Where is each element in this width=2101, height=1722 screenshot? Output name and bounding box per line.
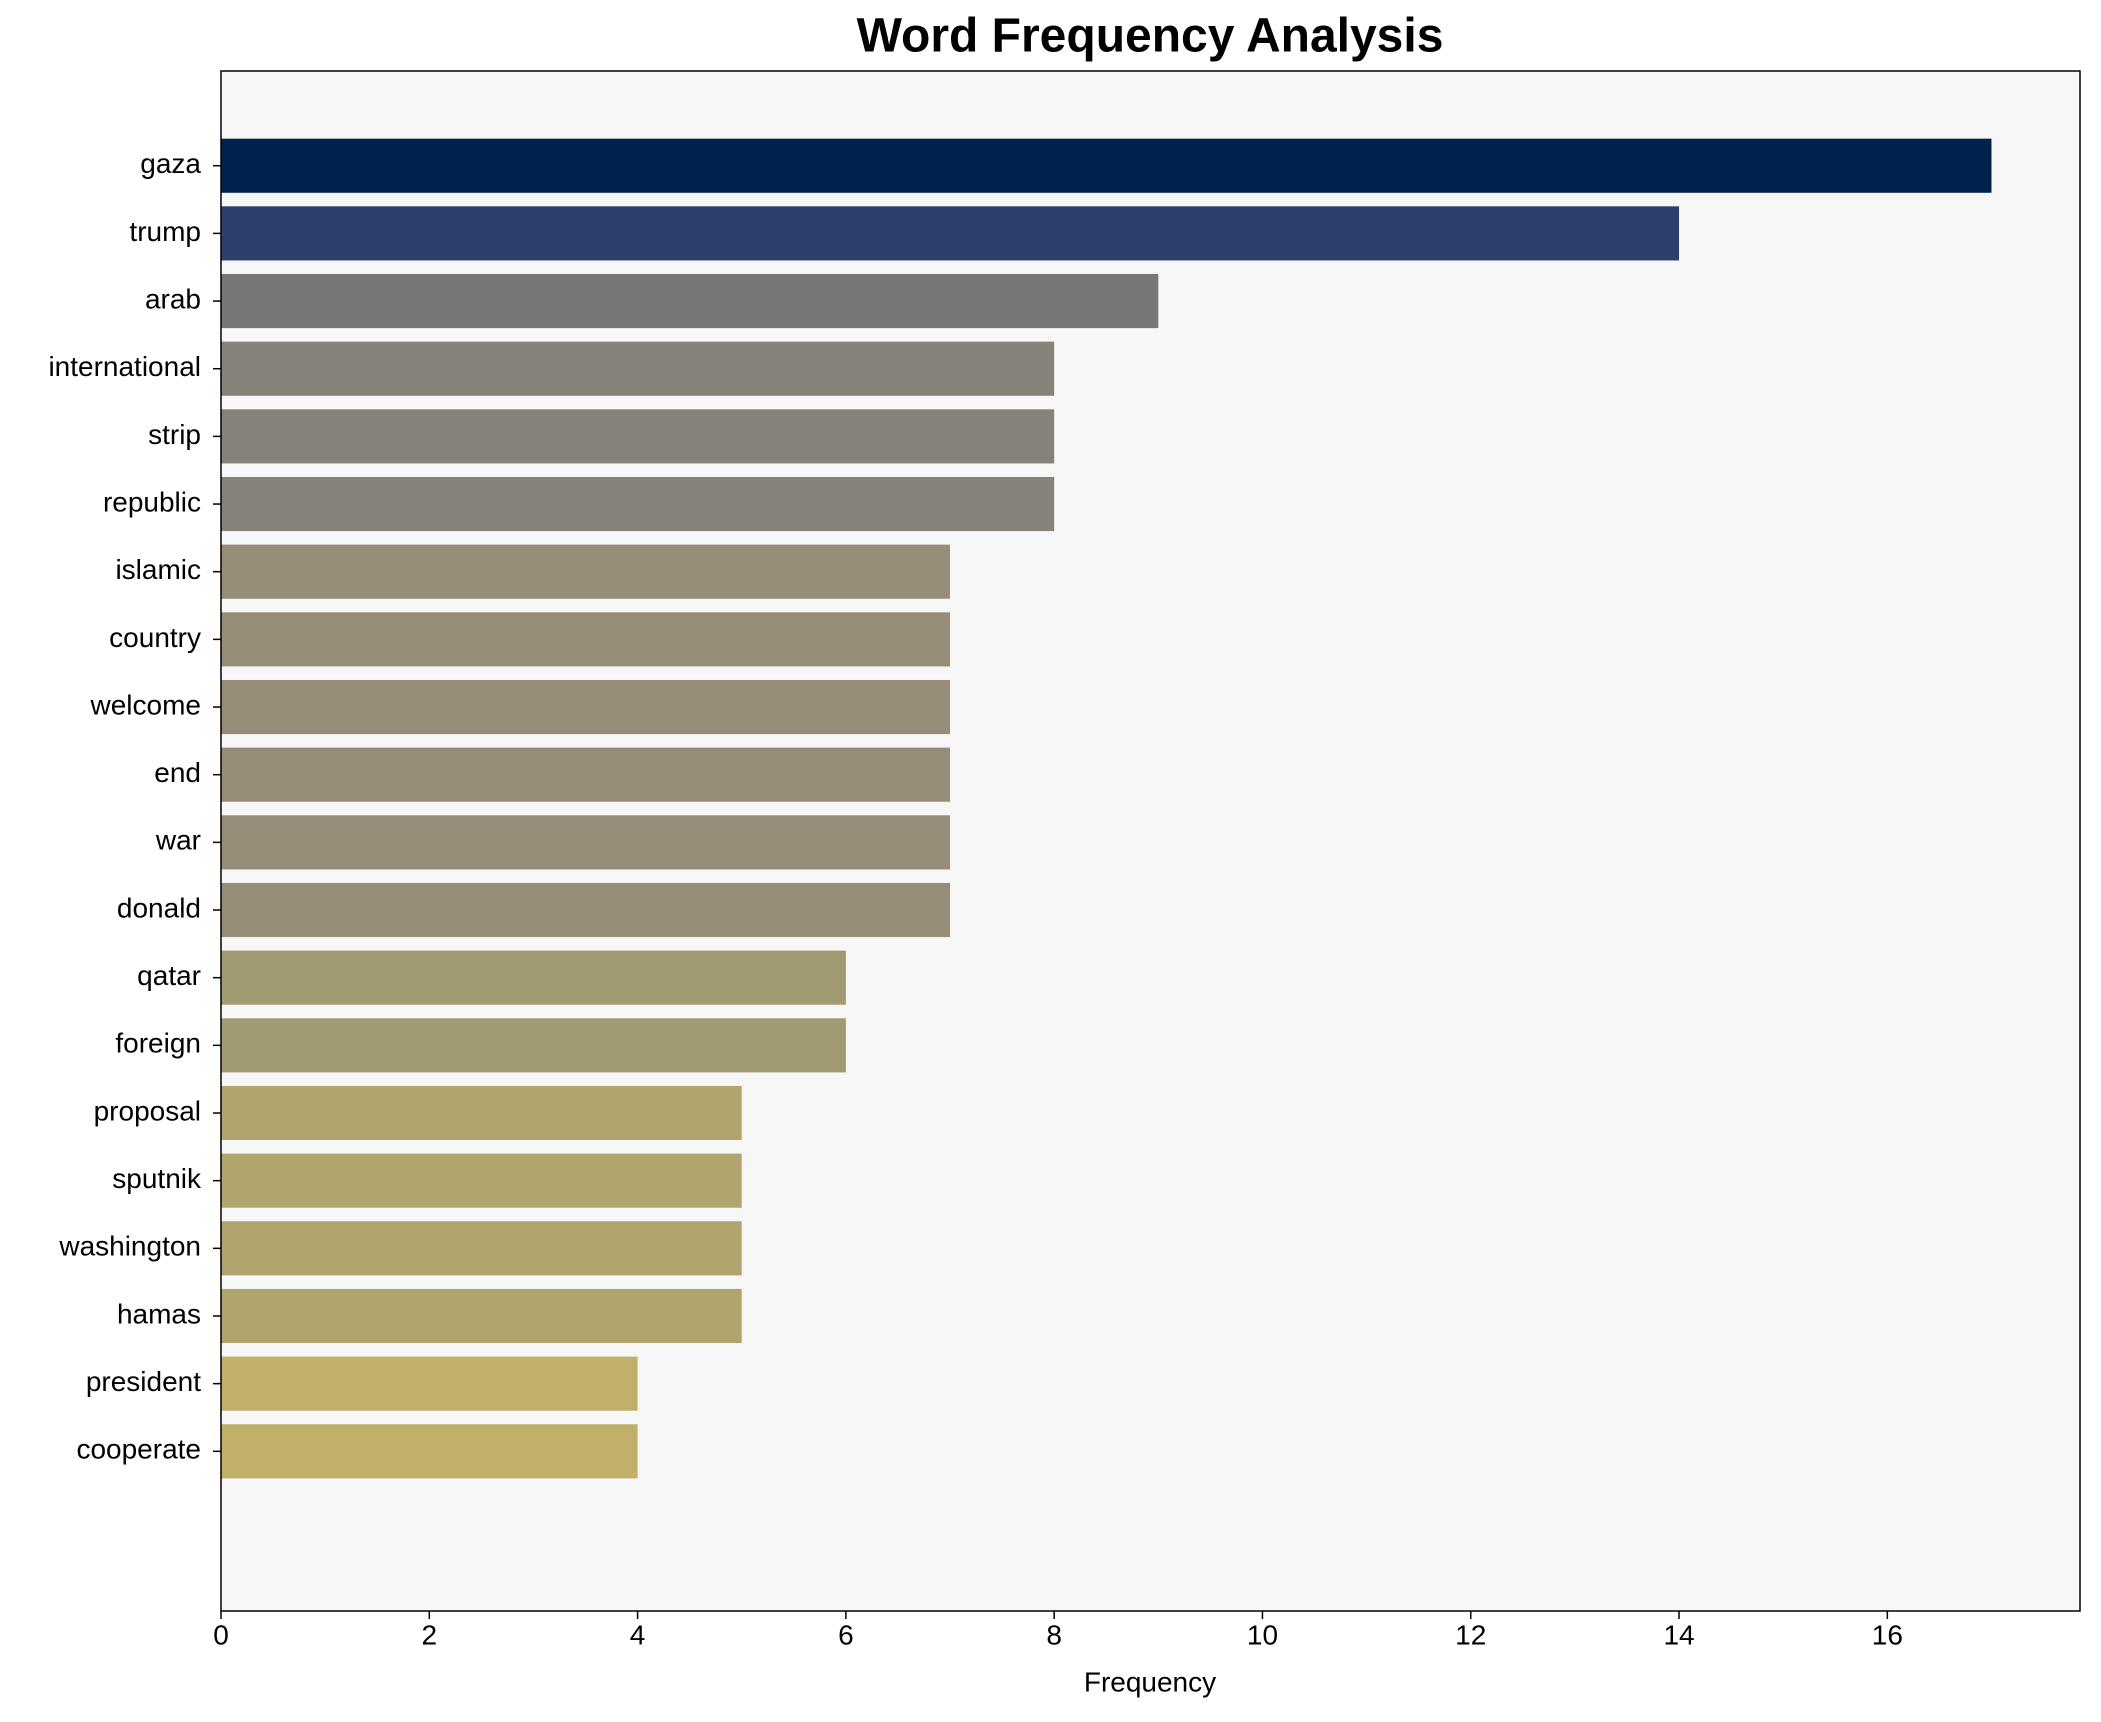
bar — [221, 341, 1055, 396]
y-tick-label: gaza — [140, 148, 201, 179]
x-tick-label: 4 — [630, 1619, 646, 1650]
bar — [221, 1288, 742, 1344]
bar — [221, 273, 1159, 329]
x-tick-label: 2 — [422, 1619, 438, 1650]
bar — [221, 950, 846, 1005]
chart-title: Word Frequency Analysis — [857, 10, 1444, 63]
bar — [221, 1085, 742, 1141]
bar — [221, 476, 1055, 532]
y-tick-label: international — [48, 351, 201, 382]
y-tick-label: islamic — [115, 554, 201, 585]
bar — [221, 747, 951, 802]
y-tick-label: qatar — [137, 960, 201, 991]
y-tick-label: strip — [148, 419, 201, 450]
y-tick-label: proposal — [94, 1095, 201, 1126]
bar — [221, 1153, 742, 1208]
x-tick-label: 14 — [1663, 1619, 1694, 1650]
y-tick-label: end — [154, 757, 201, 788]
bar — [221, 679, 951, 735]
x-tick-label: 6 — [838, 1619, 854, 1650]
bar — [221, 544, 951, 599]
bar — [221, 882, 951, 938]
x-tick-label: 8 — [1046, 1619, 1062, 1650]
y-tick-label: hamas — [117, 1298, 201, 1329]
bar — [221, 1018, 846, 1073]
bar — [221, 1424, 638, 1479]
bar — [221, 1356, 638, 1411]
bar — [221, 206, 1680, 261]
y-tick-label: cooperate — [76, 1434, 201, 1465]
y-tick-label: trump — [129, 216, 201, 247]
y-tick-label: sputnik — [112, 1163, 202, 1194]
bar — [221, 612, 951, 667]
bar — [221, 409, 1055, 464]
plot-frame — [220, 70, 2081, 1612]
y-tick-label: welcome — [90, 689, 201, 720]
x-tick-label: 10 — [1247, 1619, 1278, 1650]
y-tick-label: foreign — [115, 1028, 201, 1059]
y-tick-label: donald — [117, 892, 201, 923]
y-tick-label: washington — [58, 1231, 201, 1262]
bar — [221, 1221, 742, 1276]
y-tick-label: president — [86, 1366, 201, 1397]
y-tick-label: arab — [145, 283, 201, 314]
x-tick-label: 16 — [1872, 1619, 1903, 1650]
x-axis-label: Frequency — [1084, 1666, 1216, 1697]
x-tick-label: 0 — [213, 1619, 229, 1650]
bar — [221, 138, 1992, 193]
y-tick-label: republic — [103, 486, 201, 517]
x-tick-label: 12 — [1455, 1619, 1486, 1650]
bar — [221, 815, 951, 870]
y-tick-label: country — [109, 622, 201, 653]
y-tick-label: war — [155, 825, 201, 856]
